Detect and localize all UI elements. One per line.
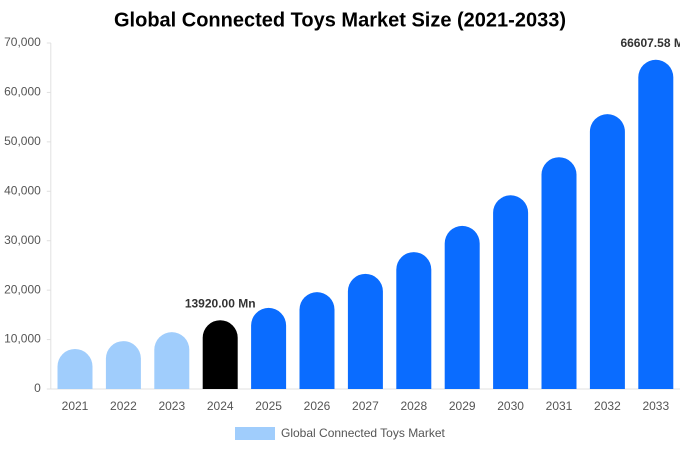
bar <box>105 341 141 389</box>
x-tick-label: 2027 <box>352 399 379 413</box>
chart-title: Global Connected Toys Market Size (2021-… <box>114 9 566 31</box>
x-tick-label: 2028 <box>400 399 427 413</box>
bar <box>444 225 480 389</box>
x-tick-label: 2029 <box>449 399 476 413</box>
y-tick-label: 30,000 <box>4 233 41 247</box>
y-tick-label: 10,000 <box>4 332 41 346</box>
bar <box>541 157 577 389</box>
y-tick-label: 70,000 <box>4 35 41 49</box>
y-tick-label: 50,000 <box>4 134 41 148</box>
y-tick-label: 20,000 <box>4 282 41 296</box>
bar <box>638 59 674 389</box>
data-label: 13920.00 Mn <box>185 296 256 310</box>
y-tick-label: 40,000 <box>4 183 41 197</box>
bar <box>57 348 93 389</box>
x-tick-label: 2032 <box>594 399 621 413</box>
bar <box>299 292 335 389</box>
bar <box>493 195 529 389</box>
x-tick-label: 2030 <box>497 399 524 413</box>
bar <box>251 307 287 389</box>
x-tick-label: 2033 <box>642 399 669 413</box>
x-tick-label: 2021 <box>62 399 89 413</box>
bar <box>589 114 625 390</box>
bar <box>347 273 383 389</box>
x-tick-label: 2022 <box>110 399 137 413</box>
x-tick-label: 2023 <box>158 399 185 413</box>
legend-label: Global Connected Toys Market <box>281 426 446 440</box>
data-label: 66607.58 Mn <box>620 36 680 50</box>
x-tick-label: 2024 <box>207 399 234 413</box>
x-tick-label: 2031 <box>546 399 573 413</box>
x-tick-label: 2026 <box>304 399 331 413</box>
y-tick-label: 60,000 <box>4 85 41 99</box>
bar <box>396 252 432 389</box>
x-tick-label: 2025 <box>255 399 282 413</box>
y-tick-label: 0 <box>34 381 41 395</box>
bar <box>202 320 238 389</box>
legend-swatch <box>235 427 275 440</box>
bar <box>154 332 190 389</box>
